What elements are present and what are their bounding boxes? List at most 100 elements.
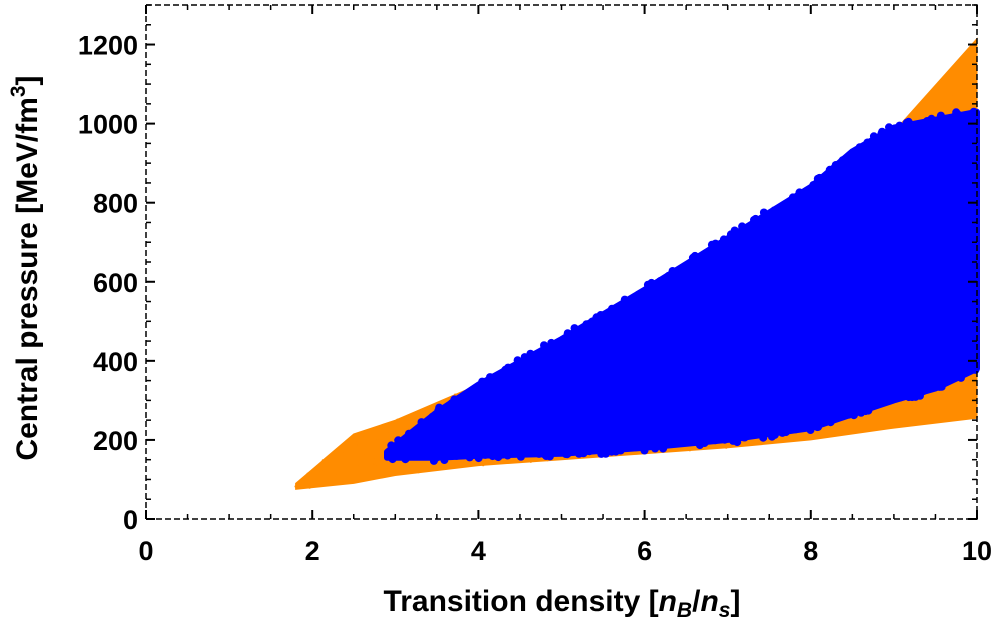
orange-point [950,95,953,98]
blue-point [435,406,444,415]
blue-point [942,114,951,123]
orange-point [965,107,968,110]
orange-point [960,414,963,417]
blue-point [729,436,738,445]
x-axis-title: Transition density [nB/ns] [384,585,741,619]
blue-point [651,444,660,453]
orange-point [969,383,972,386]
blue-point [845,410,854,419]
orange-point [373,445,376,448]
blue-point [700,439,709,447]
orange-point [371,448,374,451]
orange-point [332,460,335,463]
orange-point [375,456,378,459]
orange-point [372,476,375,479]
blue-point [949,373,958,382]
orange-point [314,480,317,484]
orange-point [412,471,415,474]
blue-point [579,449,588,458]
orange-point [725,446,728,449]
orange-point [508,461,511,464]
orange-point [963,412,966,415]
x-tick-label: 2 [305,536,320,566]
blue-point [826,418,835,427]
orange-point [389,439,392,442]
orange-point [353,442,357,445]
orange-point [400,434,403,437]
orange-point [952,393,955,396]
x-title-slash: / [692,585,701,618]
orange-point [754,439,757,443]
orange-point [367,432,370,435]
orange-point [335,463,339,466]
blue-point [401,455,410,464]
orange-point [407,420,410,423]
blue-point [825,165,834,174]
orange-point [355,444,358,447]
orange-point [373,440,376,443]
blue-point [611,447,620,456]
orange-point [306,472,309,475]
blue-point [694,439,703,448]
blue-point [464,452,473,461]
orange-point [386,466,389,469]
orange-point [342,468,345,471]
orange-point [362,453,365,456]
blue-point [730,226,739,235]
orange-point [307,477,310,481]
blue-point [659,444,668,453]
blue-point [566,333,574,342]
orange-point [381,444,384,447]
orange-point [303,479,307,482]
orange-point [343,452,346,455]
orange-point [860,425,863,428]
orange-point [793,439,796,442]
orange-point [336,460,339,463]
blue-point [759,433,768,442]
orange-point [357,444,361,447]
blue-point [656,279,665,288]
blue-point [738,222,747,231]
orange-point [554,456,558,459]
orange-point [958,401,962,404]
blue-point [711,239,720,248]
orange-point [899,422,902,425]
orange-point [384,470,387,473]
orange-point [358,463,361,466]
orange-point [938,105,941,108]
orange-point [934,93,937,96]
orange-point [417,471,420,474]
orange-point [376,463,379,466]
orange-point [444,399,447,402]
orange-point [321,462,324,465]
orange-point [416,412,419,415]
blue-point [620,295,629,304]
blue-point [664,271,673,280]
blue-point [450,395,459,404]
blue-point [795,189,804,198]
orange-point [420,409,423,412]
y-tick-label: 1000 [78,110,138,140]
orange-point [344,481,347,484]
blue-point [935,115,944,124]
blue-point [855,146,864,155]
orange-point [336,473,339,476]
orange-point [347,465,351,468]
orange-point [361,465,364,468]
orange-point [322,470,325,473]
orange-point [307,474,310,477]
orange-point [321,466,324,469]
orange-point [300,484,303,487]
blue-point [923,117,932,125]
orange-point [427,469,430,472]
y-tick-label: 1200 [78,31,138,61]
orange-point [369,440,372,443]
y-axis-title: Central pressure [MeV/fm3] [7,75,44,460]
orange-point [971,48,974,51]
series-blue-points [384,107,980,465]
orange-point [320,481,323,484]
orange-point [371,462,374,465]
blue-point [941,378,950,386]
orange-point [308,472,311,475]
